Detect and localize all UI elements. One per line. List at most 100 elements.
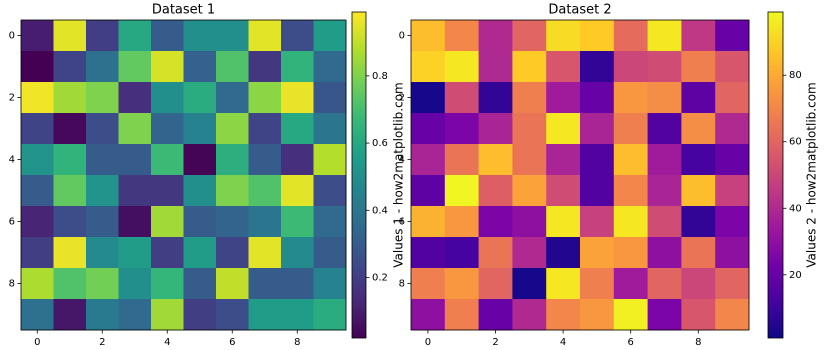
heatmap-cell xyxy=(715,144,750,176)
heatmap-cell xyxy=(248,82,282,114)
heatmap-cell xyxy=(613,20,648,52)
heatmap-cell xyxy=(53,144,87,176)
heatmap-cell xyxy=(546,175,581,207)
heatmap-cell xyxy=(580,20,615,52)
heatmap-cell xyxy=(444,20,479,52)
y-tick-label: 2 xyxy=(399,93,405,104)
heatmap-cell xyxy=(478,144,513,176)
heatmap-cell xyxy=(411,20,446,52)
heatmap-cell xyxy=(248,175,282,207)
heatmap-cell xyxy=(411,206,446,238)
heatmap-cell xyxy=(248,206,282,238)
chart-title: Dataset 1 xyxy=(152,3,215,18)
heatmap-cell xyxy=(681,144,716,176)
heatmap-cell xyxy=(281,144,314,176)
heatmap-cell xyxy=(478,113,513,145)
colorbar xyxy=(767,11,784,339)
heatmap-cell xyxy=(151,51,184,83)
heatmap-cell xyxy=(478,206,513,238)
heatmap-cell xyxy=(151,82,184,114)
y-tick-label: 4 xyxy=(9,155,15,166)
colorbar xyxy=(351,11,367,339)
heatmap-cell xyxy=(647,175,682,207)
heatmap-cell xyxy=(715,237,750,269)
heatmap-cell xyxy=(21,299,54,331)
heatmap-cell xyxy=(21,237,54,269)
heatmap-cell xyxy=(411,51,446,83)
y-tick-label: 0 xyxy=(399,31,405,42)
heatmap-cell xyxy=(613,237,648,269)
heatmap-cell xyxy=(183,299,217,331)
heatmap-cell xyxy=(647,268,682,300)
heatmap-cell xyxy=(580,175,615,207)
heatmap-cell xyxy=(248,268,282,300)
heatmap-cell xyxy=(281,20,314,52)
heatmap-cell xyxy=(580,144,615,176)
heatmap-cell xyxy=(183,113,217,145)
heatmap-cell xyxy=(281,51,314,83)
heatmap-cell xyxy=(151,20,184,52)
x-tick-label: 4 xyxy=(560,337,566,348)
heatmap-cell xyxy=(647,144,682,176)
heatmap-cell xyxy=(53,51,87,83)
heatmap-cell xyxy=(151,237,184,269)
heatmap-cell xyxy=(53,268,87,300)
heatmap-cell xyxy=(681,299,716,331)
heatmap-cell xyxy=(118,20,152,52)
colorbar-tick-label: 0.8 xyxy=(372,71,388,82)
heatmap-cell xyxy=(512,20,547,52)
heatmap-cell xyxy=(411,144,446,176)
heatmap-cell xyxy=(613,144,648,176)
heatmap-cell xyxy=(546,113,581,145)
heatmap-cell xyxy=(313,268,347,300)
heatmap-cell xyxy=(613,51,648,83)
x-tick-label: 6 xyxy=(628,337,634,348)
colorbar-tick-label: 0.4 xyxy=(372,205,388,216)
heatmap-cell xyxy=(183,20,217,52)
heatmap-cell xyxy=(53,82,87,114)
heatmap-cell xyxy=(444,206,479,238)
heatmap-cell xyxy=(512,237,547,269)
heatmap-cell xyxy=(546,268,581,300)
heatmap-cell xyxy=(216,20,249,52)
heatmap-cell xyxy=(681,206,716,238)
x-tick-label: 0 xyxy=(34,337,40,348)
colorbar-tick-label: 40 xyxy=(789,203,802,214)
colorbar-tick-label: 60 xyxy=(789,137,802,148)
heatmap-cell xyxy=(546,144,581,176)
x-tick-label: 6 xyxy=(229,337,235,348)
heatmap-cell xyxy=(281,82,314,114)
x-tick-label: 8 xyxy=(695,337,701,348)
heatmap-cell xyxy=(715,299,750,331)
heatmap-cell xyxy=(21,268,54,300)
heatmap-cell xyxy=(313,206,347,238)
heatmap-cell xyxy=(118,206,152,238)
heatmap-cell xyxy=(313,144,347,176)
heatmap-cell xyxy=(86,237,119,269)
heatmap-cell xyxy=(86,299,119,331)
heatmap-cell xyxy=(681,82,716,114)
heatmap-cell xyxy=(647,237,682,269)
heatmap-cell xyxy=(647,299,682,331)
heatmap-cell xyxy=(546,206,581,238)
y-tick-label: 6 xyxy=(399,217,405,228)
heatmap-cell xyxy=(478,268,513,300)
heatmap-cell xyxy=(151,175,184,207)
heatmap-cell xyxy=(216,144,249,176)
heatmap-cell xyxy=(21,175,54,207)
heatmap-cell xyxy=(151,268,184,300)
heatmap-cell xyxy=(53,20,87,52)
heatmap-cell xyxy=(512,144,547,176)
y-tick-label: 4 xyxy=(399,155,405,166)
colorbar-label: Values 1 - how2matplotlib.com xyxy=(392,82,406,267)
heatmap-cell xyxy=(613,175,648,207)
y-tick-label: 8 xyxy=(399,279,405,290)
colorbar-tick-label: 80 xyxy=(789,70,802,81)
heatmap-cell xyxy=(216,113,249,145)
heatmap-cell xyxy=(216,175,249,207)
heatmap-cell xyxy=(613,268,648,300)
heatmap-cell xyxy=(53,299,87,331)
heatmap-cell xyxy=(546,51,581,83)
heatmap-cell xyxy=(715,51,750,83)
heatmap-cell xyxy=(248,51,282,83)
